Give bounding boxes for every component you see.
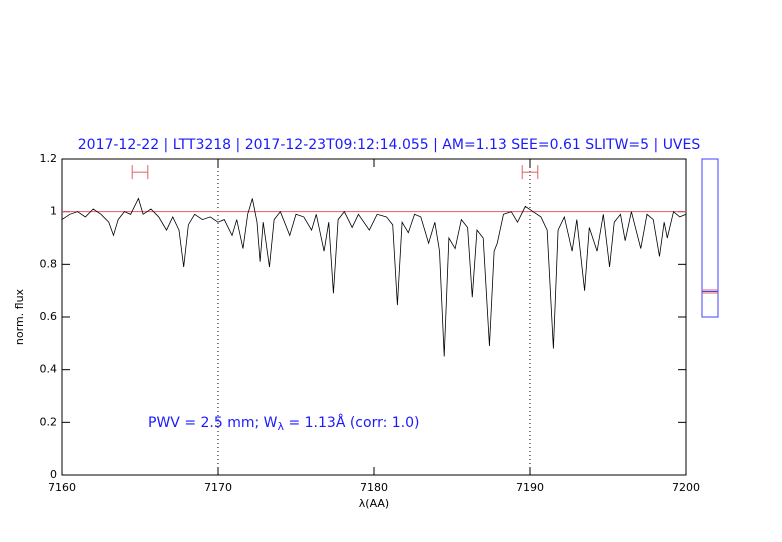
chart-title: 2017-12-22 | LTT3218 | 2017-12-23T09:12:… bbox=[78, 137, 701, 153]
y-tick-label: 0.8 bbox=[40, 257, 58, 270]
y-tick-label: 0.6 bbox=[40, 310, 58, 323]
x-tick-label: 7190 bbox=[516, 481, 544, 494]
x-axis-label: λ(AA) bbox=[359, 497, 389, 510]
range-marker bbox=[521, 165, 539, 180]
x-tick-label: 7200 bbox=[672, 481, 700, 494]
x-tick-label: 7160 bbox=[48, 481, 76, 494]
y-tick-label: 0 bbox=[50, 468, 57, 481]
spectrum-line bbox=[61, 197, 687, 357]
annotation-text: PWV = 2.5 mm; W bbox=[148, 415, 278, 431]
y-tick-label: 0.2 bbox=[40, 415, 58, 428]
y-tick-label: 1.2 bbox=[40, 152, 58, 165]
x-tick-label: 7180 bbox=[360, 481, 388, 494]
y-tick-label: 0.4 bbox=[40, 363, 58, 376]
annotation-subscript: λ bbox=[278, 420, 285, 433]
y-axis-label: norm. flux bbox=[13, 288, 26, 345]
y-tick-label: 1 bbox=[50, 205, 57, 218]
annotation: PWV = 2.5 mm; Wλ = 1.13Å (corr: 1.0) bbox=[148, 414, 419, 433]
side-panel bbox=[701, 158, 719, 318]
annotation-text: = 1.13Å (corr: 1.0) bbox=[284, 414, 419, 431]
x-tick-label: 7170 bbox=[204, 481, 232, 494]
range-marker bbox=[131, 165, 149, 180]
